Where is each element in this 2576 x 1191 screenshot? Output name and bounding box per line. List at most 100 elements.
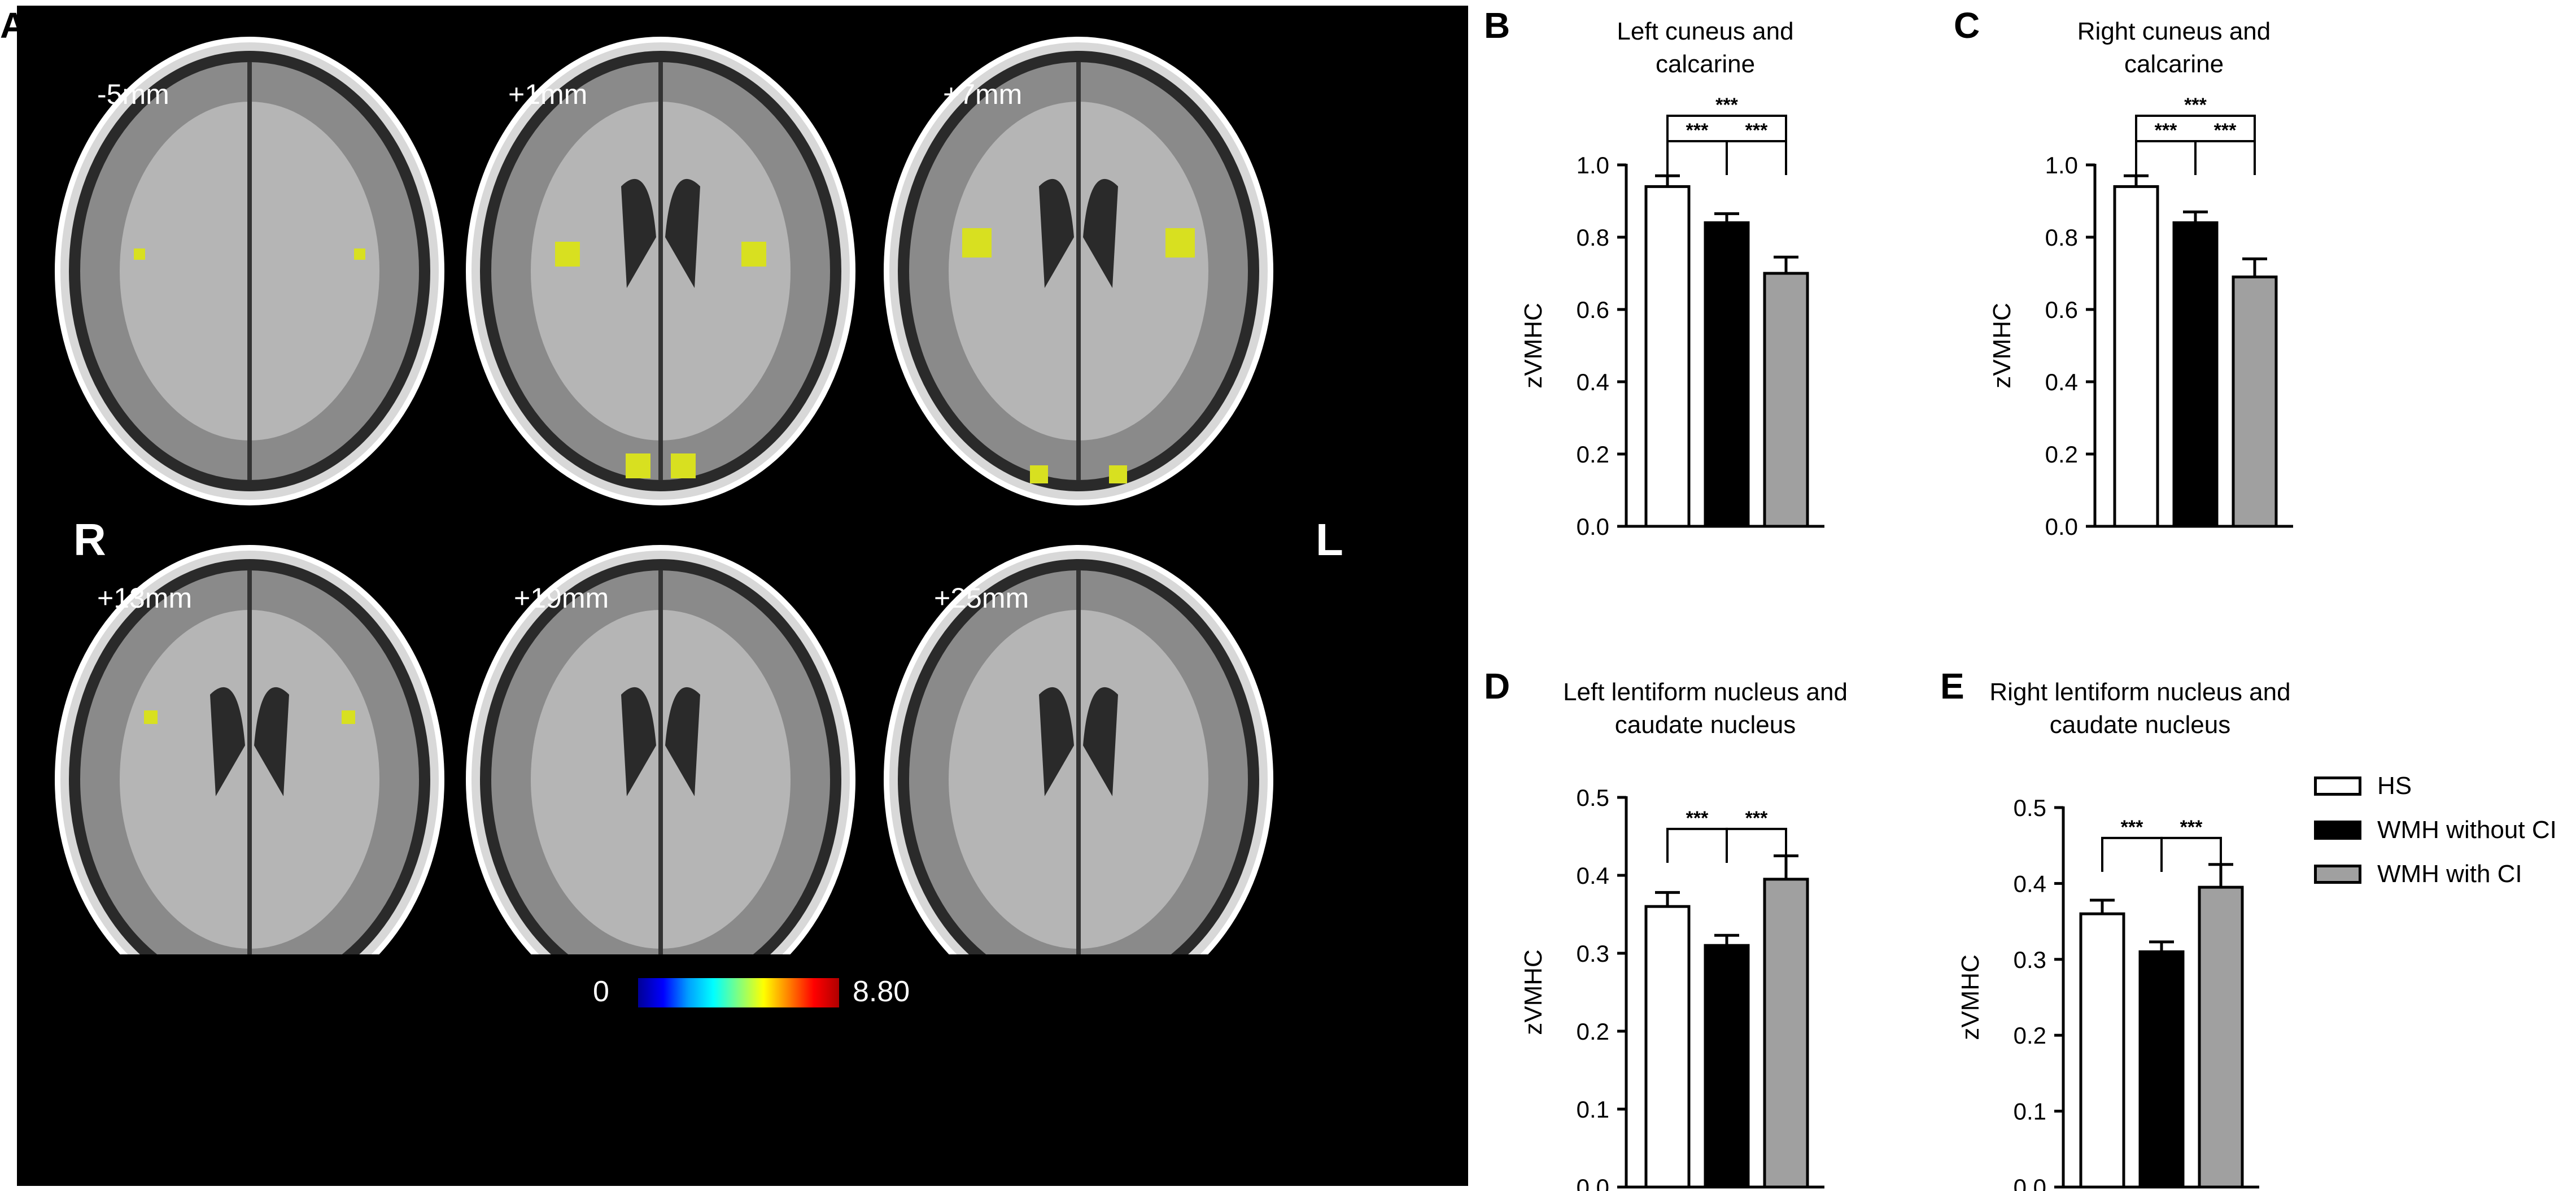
significance-bracket-1 — [1666, 827, 1728, 863]
brain-slice-6 — [884, 545, 1273, 954]
right-hemisphere-label: R — [73, 514, 106, 565]
y-tick-label: 0.3 — [2014, 946, 2046, 973]
legend-item-wmh-with-ci: WMH with CI — [2314, 856, 2557, 892]
bar-3 — [1763, 878, 1809, 1189]
brain-slice-1 — [55, 37, 444, 505]
y-tick-label: 0.4 — [2014, 870, 2046, 897]
significance-label-1: *** — [2121, 817, 2143, 838]
activation-cluster-2 — [354, 248, 365, 260]
activation-cluster-3 — [555, 242, 580, 267]
y-tick-label: 0.1 — [1577, 1096, 1609, 1123]
significance-label-2: *** — [2180, 817, 2203, 838]
y-tick-label: 1.0 — [1577, 152, 1609, 178]
y-tick-label: 0.4 — [1577, 862, 1609, 889]
significance-bracket-1 — [2135, 115, 2256, 150]
colorbar-max-label: 8.80 — [853, 975, 910, 1008]
bar-1 — [2113, 185, 2159, 528]
activation-cluster-7 — [962, 228, 992, 258]
activation-cluster-4 — [741, 242, 766, 267]
legend-swatch-wmh-with-ci — [2314, 865, 2361, 884]
bar-3 — [1763, 272, 1809, 528]
brain-slice-5 — [466, 545, 855, 954]
y-tick-label: 0.3 — [1577, 940, 1609, 967]
significance-bracket-2 — [1666, 140, 1728, 175]
legend-swatch-hs — [2314, 776, 2361, 796]
significance-label-2: *** — [2155, 120, 2177, 141]
chart-b: Left cuneus and calcarine 0.0 0.2 0.4 0.6 0.8 1… — [1520, 18, 1824, 540]
panel-letter-b: B — [1484, 5, 1510, 46]
y-tick-label: 0.4 — [1577, 369, 1609, 395]
activation-cluster-9 — [1030, 465, 1048, 483]
bar-1 — [1644, 905, 1691, 1189]
bar-2 — [2138, 950, 2185, 1189]
legend-item-wmh-without-ci: WMH without CI — [2314, 812, 2557, 848]
legend-swatch-wmh-without-ci — [2314, 821, 2361, 840]
y-tick-label: 0.2 — [1577, 441, 1609, 468]
chart-d: Left lentiform nucleus and caudate nucleu… — [1520, 678, 1848, 1191]
y-axis-label: zVMHC — [1988, 303, 2016, 389]
brain-slice-3 — [884, 37, 1273, 505]
activation-cluster-1 — [134, 248, 145, 260]
legend-item-hs: HS — [2314, 768, 2557, 804]
chart-title-line-1: Right lentiform nucleus and — [1989, 678, 2290, 706]
y-tick-label: 0.6 — [2045, 296, 2078, 323]
panel-letter-e: E — [1940, 666, 1964, 706]
y-tick-label: 0.0 — [2045, 513, 2078, 540]
legend: HS WMH without CI WMH with CI — [2314, 768, 2557, 900]
significance-bracket-2 — [2160, 836, 2222, 872]
activation-cluster-12 — [342, 710, 355, 724]
slice-label-3: +7mm — [943, 78, 1023, 110]
y-tick-label: 0.8 — [1577, 224, 1609, 251]
activation-cluster-6 — [671, 453, 696, 478]
bar-2 — [2172, 221, 2219, 528]
y-axis-label: zVMHC — [1520, 949, 1547, 1035]
bar-3 — [2232, 275, 2278, 528]
y-tick-label: 0.8 — [2045, 224, 2078, 251]
significance-bracket-2 — [2135, 140, 2197, 175]
y-tick-label: 0.5 — [1577, 784, 1609, 811]
significance-label-1: *** — [2184, 94, 2207, 116]
y-tick-label: 0.1 — [2014, 1098, 2046, 1125]
brain-slice-4 — [55, 545, 444, 954]
chart-title-line-2: caudate nucleus — [1615, 711, 1796, 739]
slice-label-4: +13mm — [97, 582, 193, 614]
significance-bracket-1 — [2101, 836, 2163, 872]
chart-title-line-1: Left lentiform nucleus and — [1563, 678, 1848, 706]
activation-cluster-8 — [1165, 228, 1195, 258]
significance-bracket-2 — [1726, 827, 1787, 863]
legend-label-hs: HS — [2377, 772, 2412, 800]
y-tick-label: 0.2 — [2014, 1022, 2046, 1049]
activation-cluster-10 — [1109, 465, 1127, 483]
significance-label-1: *** — [1686, 808, 1709, 829]
bar-2 — [1704, 221, 1750, 528]
activation-cluster-11 — [144, 710, 158, 724]
slice-label-5: +19mm — [514, 582, 609, 614]
bar-1 — [2079, 912, 2125, 1189]
y-tick-label: 0.6 — [1577, 296, 1609, 323]
y-tick-label: 0.2 — [2045, 441, 2078, 468]
bar-2 — [1704, 944, 1750, 1189]
y-tick-label: 0.0 — [2014, 1174, 2046, 1191]
legend-label-wmh-with-ci: WMH with CI — [2377, 860, 2522, 888]
slice-label-2: +1mm — [508, 78, 588, 110]
slice-label-1: -5mm — [97, 78, 169, 110]
significance-label-3: *** — [1745, 120, 1768, 141]
chart-title-line-1: Left cuneus and — [1617, 18, 1793, 45]
y-tick-label: 0.5 — [2014, 795, 2046, 821]
y-tick-label: 0.2 — [1577, 1018, 1609, 1045]
significance-bracket-3 — [1726, 140, 1787, 175]
significance-label-2: *** — [1745, 808, 1768, 829]
y-tick-label: 0.4 — [2045, 369, 2078, 395]
bar-1 — [1644, 185, 1691, 528]
significance-bracket-1 — [1666, 115, 1787, 150]
y-tick-label: 0.0 — [1577, 1174, 1609, 1191]
significance-bracket-3 — [2194, 140, 2256, 175]
brain-slice-2 — [466, 37, 855, 505]
left-hemisphere-label: L — [1316, 514, 1343, 565]
colorbar — [638, 978, 839, 1007]
colorbar-min-label: 0 — [593, 975, 609, 1008]
significance-label-1: *** — [1715, 94, 1738, 116]
y-axis-label: zVMHC — [1520, 303, 1547, 389]
chart-title-line-2: caudate nucleus — [2050, 711, 2230, 739]
brain-slices-drawing — [55, 37, 1273, 954]
